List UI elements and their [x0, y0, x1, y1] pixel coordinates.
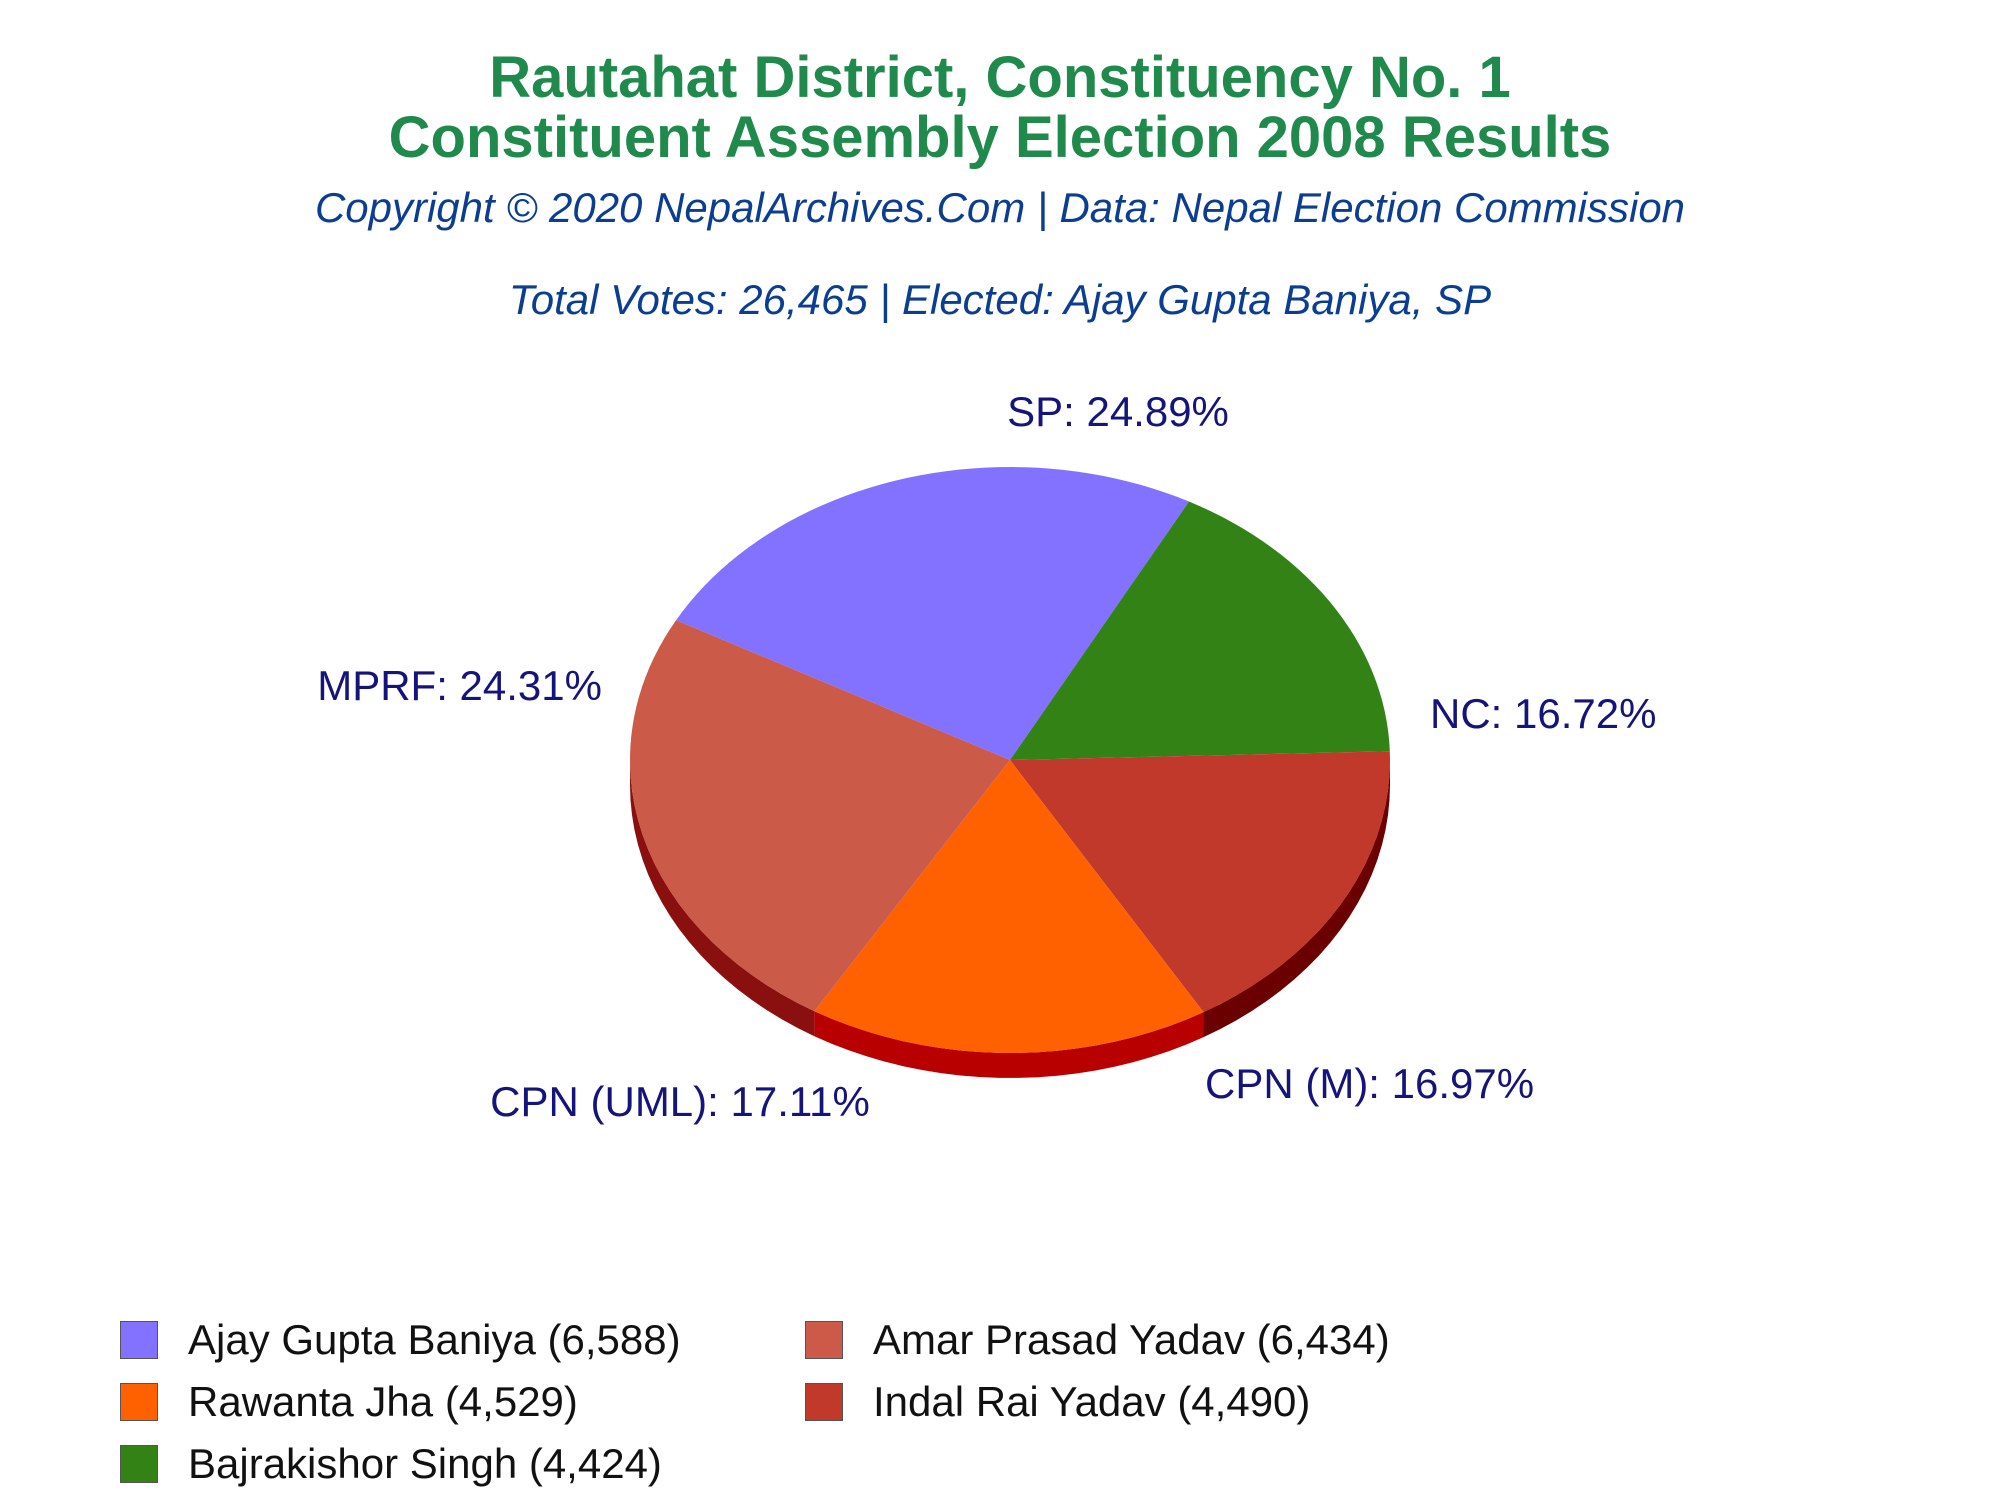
legend-label: Ajay Gupta Baniya (6,588) — [188, 1316, 681, 1363]
legend-swatch — [805, 1383, 843, 1421]
pie-slice-cpn-m — [1010, 751, 1390, 1013]
pie-slice-cpn-uml — [814, 760, 1204, 1053]
chart-summary: Total Votes: 26,465 | Elected: Ajay Gupt… — [508, 276, 1492, 323]
legend-item: Bajrakishor Singh (4,424) — [120, 1439, 662, 1489]
pie-slice-nc — [1010, 501, 1390, 760]
pie-slice-side-mprf — [630, 760, 815, 1037]
slice-label-cpn-m: CPN (M): 16.97% — [1205, 1060, 1534, 1107]
pie-slice-sp — [676, 467, 1190, 760]
legend-item: Rawanta Jha (4,529) — [120, 1377, 578, 1427]
slice-label-cpn-uml: CPN (UML): 17.11% — [490, 1078, 870, 1125]
legend-swatch — [120, 1383, 158, 1421]
legend-item: Amar Prasad Yadav (6,434) — [805, 1315, 1390, 1365]
legend-item: Indal Rai Yadav (4,490) — [805, 1377, 1310, 1427]
legend-label: Bajrakishor Singh (4,424) — [188, 1440, 662, 1487]
legend-swatch — [120, 1445, 158, 1483]
pie-slice-side-cpn-m — [1203, 760, 1390, 1038]
slice-label-nc: NC: 16.72% — [1430, 690, 1656, 737]
legend-item: Ajay Gupta Baniya (6,588) — [120, 1315, 681, 1365]
slice-label-sp: SP: 24.89% — [1007, 388, 1229, 435]
legend-label: Rawanta Jha (4,529) — [188, 1378, 578, 1425]
legend-label: Indal Rai Yadav (4,490) — [873, 1378, 1311, 1425]
legend-label: Amar Prasad Yadav (6,434) — [873, 1316, 1390, 1363]
pie-slice-mprf — [630, 620, 1010, 1012]
pie-slice-side-cpn-uml — [814, 1011, 1204, 1078]
slice-label-mprf: MPRF: 24.31% — [317, 662, 602, 709]
chart-title: Rautahat District, Constituency No. 1 — [489, 45, 1511, 110]
chart-subtitle: Copyright © 2020 NepalArchives.Com | Dat… — [314, 184, 1686, 231]
legend-swatch — [805, 1321, 843, 1359]
chart-title-line2: Constituent Assembly Election 2008 Resul… — [388, 105, 1612, 170]
legend-swatch — [120, 1321, 158, 1359]
